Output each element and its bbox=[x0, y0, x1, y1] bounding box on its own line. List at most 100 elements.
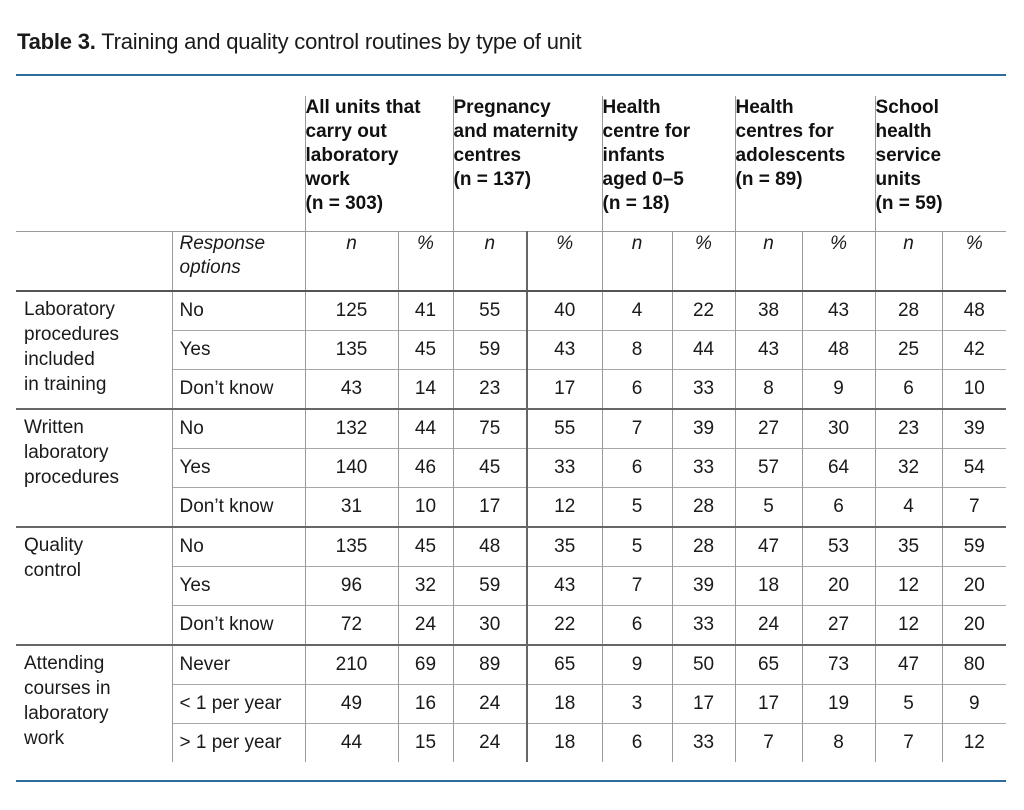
cell-n: 45 bbox=[452, 447, 527, 487]
subheader-pct: % bbox=[397, 231, 453, 292]
subheader-pct: % bbox=[671, 231, 736, 292]
table-row: Don’t know 72 24 30 22 6 33 24 27 12 20 bbox=[16, 604, 1007, 645]
cell-pct: 10 bbox=[941, 368, 1007, 409]
header-line: (n = 303) bbox=[305, 193, 384, 214]
cell-n: 6 bbox=[601, 722, 672, 762]
cell-pct: 24 bbox=[397, 604, 453, 645]
subheader-n: n bbox=[734, 231, 803, 292]
cell-n: 43 bbox=[734, 329, 803, 369]
cell-pct: 17 bbox=[671, 683, 736, 723]
cell-pct: 39 bbox=[671, 565, 736, 605]
cell-pct: 33 bbox=[671, 447, 736, 487]
header-line: units bbox=[875, 169, 921, 190]
subheader-pct: % bbox=[941, 231, 1007, 292]
cell-n: 49 bbox=[304, 683, 398, 723]
cell-pct: 50 bbox=[671, 643, 736, 684]
cell-n: 5 bbox=[601, 525, 672, 566]
cell-n: 27 bbox=[734, 407, 803, 448]
cell-n: 132 bbox=[304, 407, 398, 448]
table-row: Don’t know 43 14 23 17 6 33 8 9 6 10 bbox=[16, 368, 1007, 409]
table-number: Table 3. bbox=[17, 29, 96, 54]
cell-pct: 53 bbox=[801, 525, 876, 566]
header-line: laboratory bbox=[305, 145, 399, 166]
cell-pct: 39 bbox=[941, 407, 1007, 448]
cell-pct: 20 bbox=[941, 604, 1007, 645]
cell-pct: 42 bbox=[941, 329, 1007, 369]
group-header-school: School health service units (n = 59) bbox=[874, 96, 1007, 232]
label-line: in training bbox=[24, 373, 107, 395]
subheader-n: n bbox=[304, 231, 398, 292]
cell-pct: 33 bbox=[671, 722, 736, 762]
cell-pct: 45 bbox=[397, 329, 453, 369]
subheader-pct: % bbox=[526, 231, 602, 292]
label-line: included bbox=[24, 348, 95, 370]
cell-n: 89 bbox=[452, 643, 527, 684]
header-line: (n = 89) bbox=[735, 169, 803, 190]
cell-n: 35 bbox=[874, 525, 943, 566]
cell-pct: 73 bbox=[801, 643, 876, 684]
cell-pct: 64 bbox=[801, 447, 876, 487]
header-line: adolescents bbox=[735, 145, 846, 166]
response-option: Yes bbox=[171, 565, 305, 605]
cell-pct: 10 bbox=[397, 486, 453, 527]
data-table: All units that carry out laboratory work… bbox=[16, 96, 1007, 762]
cell-n: 8 bbox=[601, 329, 672, 369]
group-header-adolescents: Health centres for adolescents (n = 89) bbox=[734, 96, 876, 232]
response-option: Never bbox=[171, 643, 305, 684]
cell-n: 47 bbox=[874, 643, 943, 684]
cell-n: 23 bbox=[874, 407, 943, 448]
cell-pct: 30 bbox=[801, 407, 876, 448]
label-line: control bbox=[24, 559, 82, 581]
cell-n: 31 bbox=[304, 486, 398, 527]
cell-pct: 43 bbox=[801, 289, 876, 330]
cell-pct: 80 bbox=[941, 643, 1007, 684]
cell-n: 25 bbox=[874, 329, 943, 369]
cell-n: 59 bbox=[452, 329, 527, 369]
subheader-n: n bbox=[874, 231, 943, 292]
cell-n: 96 bbox=[304, 565, 398, 605]
label-line: procedures bbox=[24, 323, 120, 345]
cell-pct: 18 bbox=[526, 683, 602, 723]
cell-n: 7 bbox=[601, 565, 672, 605]
header-line: and maternity bbox=[453, 121, 579, 142]
cell-n: 9 bbox=[601, 643, 672, 684]
cell-n: 6 bbox=[601, 368, 672, 409]
cell-pct: 9 bbox=[801, 368, 876, 409]
cell-pct: 8 bbox=[801, 722, 876, 762]
cell-pct: 55 bbox=[526, 407, 602, 448]
label-line: procedures bbox=[24, 466, 120, 488]
response-option: Don’t know bbox=[171, 604, 305, 645]
subheader-pct: % bbox=[801, 231, 876, 292]
table-row: < 1 per year 49 16 24 18 3 17 17 19 5 9 bbox=[16, 683, 1007, 723]
response-option: Don’t know bbox=[171, 486, 305, 527]
cell-pct: 15 bbox=[397, 722, 453, 762]
cell-n: 7 bbox=[601, 407, 672, 448]
subheader-n: n bbox=[601, 231, 672, 292]
header-line: centres for bbox=[735, 121, 834, 142]
cell-pct: 19 bbox=[801, 683, 876, 723]
cell-n: 12 bbox=[874, 565, 943, 605]
row-group-label: Quality control bbox=[16, 525, 172, 645]
cell-n: 6 bbox=[601, 447, 672, 487]
cell-pct: 69 bbox=[397, 643, 453, 684]
header-line: infants bbox=[602, 145, 665, 166]
subheader-response-options: Response options bbox=[171, 231, 305, 292]
cell-pct: 12 bbox=[526, 486, 602, 527]
header-line: Health bbox=[735, 97, 794, 118]
corner-cell bbox=[16, 96, 305, 232]
cell-n: 48 bbox=[452, 525, 527, 566]
cell-pct: 6 bbox=[801, 486, 876, 527]
cell-n: 12 bbox=[874, 604, 943, 645]
cell-pct: 16 bbox=[397, 683, 453, 723]
table-caption: Training and quality control routines by… bbox=[95, 29, 582, 54]
cell-n: 3 bbox=[601, 683, 672, 723]
cell-n: 5 bbox=[601, 486, 672, 527]
response-option: < 1 per year bbox=[171, 683, 305, 723]
cell-pct: 48 bbox=[941, 289, 1007, 330]
cell-n: 75 bbox=[452, 407, 527, 448]
cell-pct: 33 bbox=[526, 447, 602, 487]
group-header-infants: Health centre for infants aged 0–5 (n = … bbox=[601, 96, 736, 232]
cell-pct: 14 bbox=[397, 368, 453, 409]
cell-n: 44 bbox=[304, 722, 398, 762]
table-row: Yes 135 45 59 43 8 44 43 48 25 42 bbox=[16, 329, 1007, 369]
